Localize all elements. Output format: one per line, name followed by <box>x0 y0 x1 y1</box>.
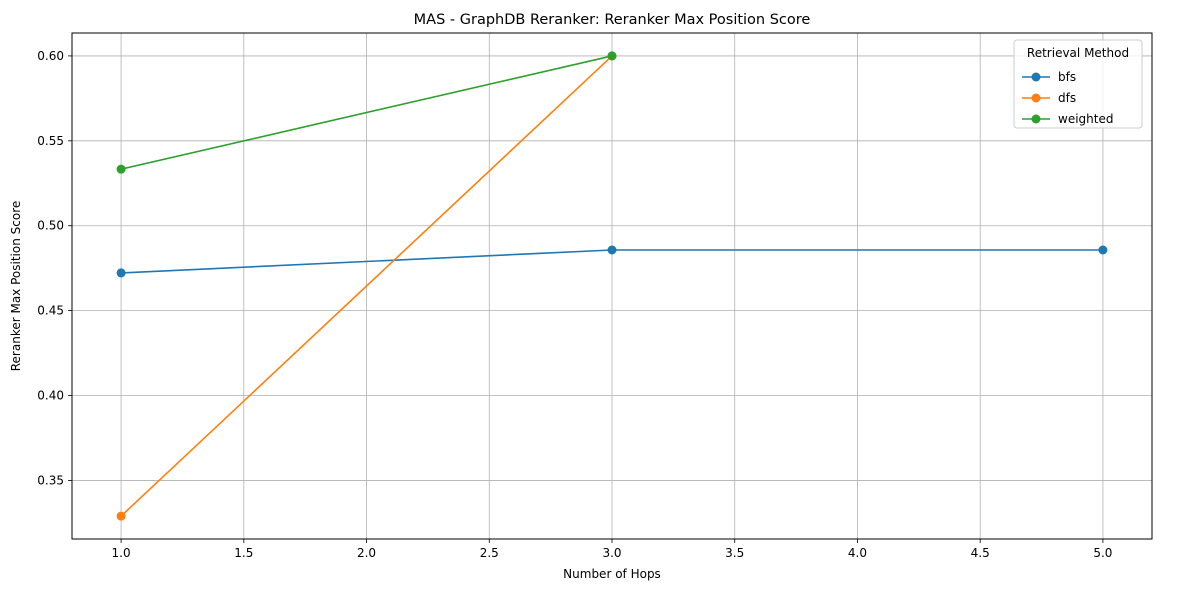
series-line-dfs <box>120 55 613 517</box>
y-tick-label: 0.60 <box>37 49 64 63</box>
legend-marker-weighted <box>1031 114 1041 124</box>
y-tick-label: 0.40 <box>37 389 64 403</box>
chart-title: MAS - GraphDB Reranker: Reranker Max Pos… <box>414 12 811 28</box>
series-layer <box>116 51 1108 521</box>
x-tick-label: 5.0 <box>1093 546 1112 560</box>
legend-entries: bfs dfs weighted <box>1022 70 1113 126</box>
tick-marks <box>68 55 1104 543</box>
series-line-weighted <box>120 55 613 170</box>
legend-label-dfs: dfs <box>1058 91 1076 105</box>
tick-labels: 1.0 1.5 2.0 2.5 3.0 3.5 4.0 4.5 5.0 0.35 0.40 0.45 0… <box>37 49 1112 560</box>
y-tick-label: 0.55 <box>37 134 64 148</box>
x-tick-label: 2.0 <box>357 546 376 560</box>
legend-box <box>1013 39 1143 129</box>
data-point-weighted <box>607 51 617 61</box>
x-tick-label: 4.0 <box>848 546 867 560</box>
x-tick-label: 1.0 <box>112 546 131 560</box>
x-tick-label: 3.0 <box>602 546 621 560</box>
legend-label-weighted: weighted <box>1058 112 1113 126</box>
x-axis-title: Number of Hops <box>563 567 661 581</box>
y-axis-title: Reranker Max Position Score <box>9 201 23 372</box>
data-point-bfs <box>607 245 617 255</box>
x-tick-label: 1.5 <box>234 546 253 560</box>
x-tick-label: 4.5 <box>971 546 990 560</box>
x-tick-label: 3.5 <box>725 546 744 560</box>
grid-lines <box>72 33 1152 539</box>
data-point-dfs <box>116 511 126 521</box>
data-point-bfs <box>116 268 126 278</box>
y-tick-label: 0.45 <box>37 304 64 318</box>
legend: Retrieval Method bfs dfs weighted <box>1013 39 1143 129</box>
legend-title: Retrieval Method <box>1027 46 1129 60</box>
y-tick-label: 0.35 <box>37 473 64 487</box>
data-point-bfs <box>1098 245 1108 255</box>
y-tick-label: 0.50 <box>37 219 64 233</box>
data-point-weighted <box>116 164 126 174</box>
legend-label-bfs: bfs <box>1058 70 1076 84</box>
x-tick-label: 2.5 <box>480 546 499 560</box>
legend-marker-bfs <box>1031 72 1041 82</box>
legend-marker-dfs <box>1031 93 1041 103</box>
